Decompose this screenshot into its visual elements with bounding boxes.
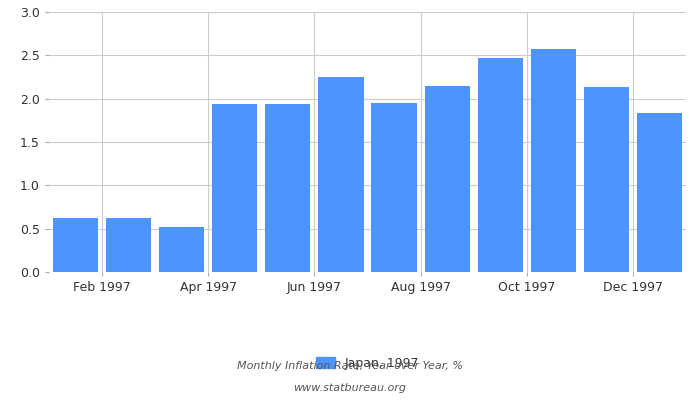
Bar: [212, 104, 258, 272]
Text: www.statbureau.org: www.statbureau.org: [293, 383, 407, 393]
Bar: [53, 218, 98, 272]
Legend: Japan, 1997: Japan, 1997: [311, 352, 424, 375]
Bar: [106, 218, 151, 272]
Bar: [159, 227, 204, 272]
Bar: [477, 58, 523, 272]
Bar: [637, 112, 682, 272]
Bar: [265, 104, 310, 272]
Bar: [372, 103, 416, 272]
Bar: [318, 77, 363, 272]
Text: Monthly Inflation Rate, Year over Year, %: Monthly Inflation Rate, Year over Year, …: [237, 361, 463, 371]
Bar: [425, 86, 470, 272]
Bar: [531, 49, 576, 272]
Bar: [584, 86, 629, 272]
